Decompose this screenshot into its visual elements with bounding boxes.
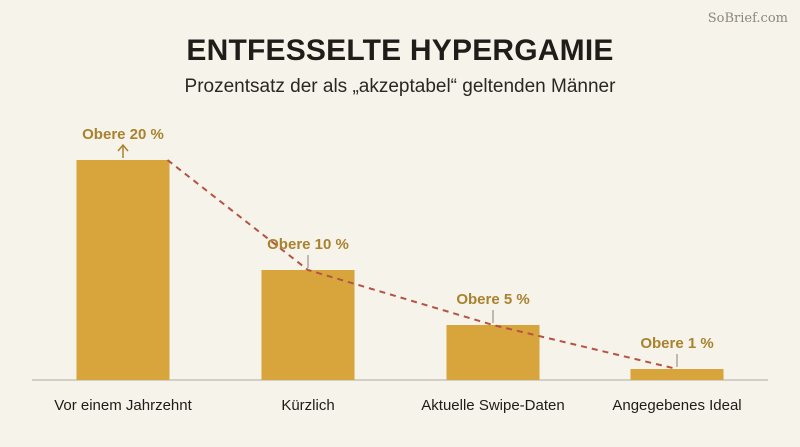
bar [446, 325, 540, 380]
bar [261, 270, 355, 380]
trend-line [166, 159, 678, 370]
x-tick-label: Angegebenes Ideal [612, 397, 741, 414]
data-label: Obere 5 % [456, 291, 529, 308]
x-tick-label: Kürzlich [281, 397, 334, 414]
x-tick-label: Aktuelle Swipe-Daten [421, 397, 564, 414]
data-label: Obere 20 % [82, 126, 164, 143]
arrow-up-head-icon [117, 143, 129, 152]
bar [76, 160, 170, 380]
chart-title: ENTFESSELTE HYPERGAMIE [186, 34, 614, 67]
watermark: SoBrief.com [707, 11, 788, 26]
data-label: Obere 10 % [267, 236, 349, 253]
bar [630, 369, 724, 380]
data-label: Obere 1 % [640, 335, 713, 352]
chart-subtitle: Prozentsatz der als „akzeptabel“ geltend… [184, 76, 616, 97]
x-tick-label: Vor einem Jahrzehnt [54, 397, 192, 414]
